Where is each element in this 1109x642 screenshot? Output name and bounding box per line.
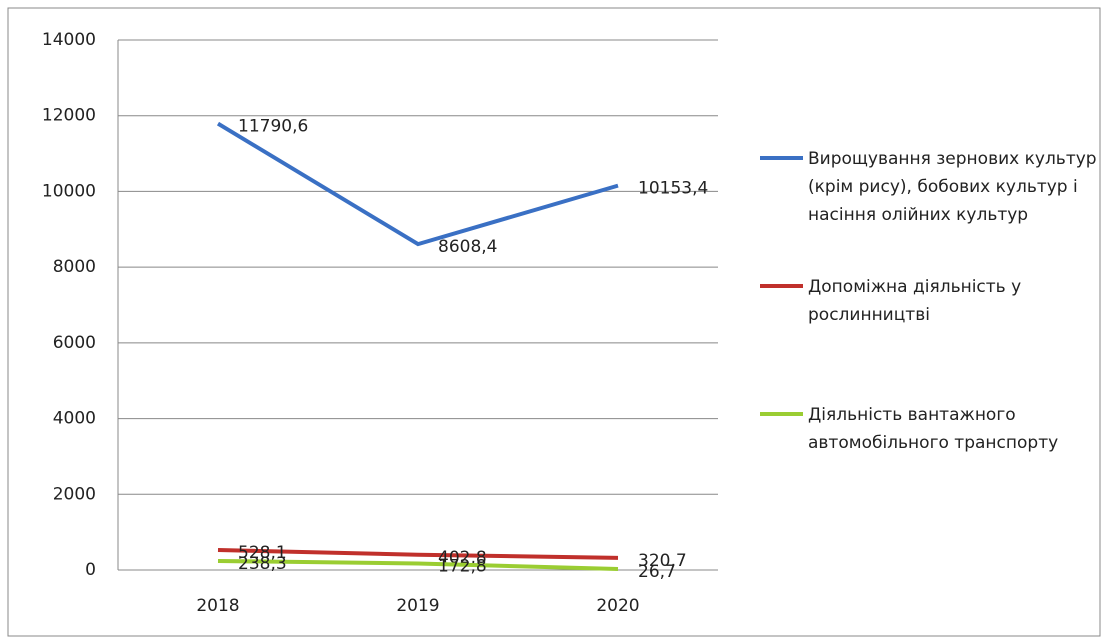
y-tick-label: 14000 (42, 30, 96, 50)
y-tick-label: 12000 (42, 106, 96, 126)
y-tick-label: 6000 (53, 333, 96, 353)
data-label: 528,1 (238, 543, 287, 563)
chart-border (7, 7, 1101, 637)
x-tick-label: 2020 (596, 596, 639, 616)
y-tick-label: 2000 (53, 484, 96, 504)
legend-label: Допоміжна діяльність у рослинництві (808, 277, 1022, 325)
series-line (217, 548, 619, 560)
y-tick-label: 8000 (53, 257, 96, 277)
data-label: 172,8 (438, 556, 487, 576)
y-tick-label: 0 (85, 560, 96, 580)
data-label: 320,7 (638, 551, 687, 571)
x-tick-label: 2018 (196, 596, 239, 616)
legend-label: Вирощування зернових культур (крім рису)… (808, 149, 1097, 225)
y-tick-label: 10000 (42, 181, 96, 201)
series-line (216, 121, 619, 247)
data-label: 238,3 (238, 554, 287, 574)
data-label: 11790,6 (238, 117, 308, 137)
x-tick-label: 2019 (396, 596, 439, 616)
series-line (217, 558, 619, 571)
legend-label: Діяльність вантажного автомобільного тра… (808, 405, 1059, 453)
data-label: 26,7 (638, 562, 676, 582)
data-label: 10153,4 (638, 179, 708, 199)
data-label: 8608,4 (438, 237, 497, 257)
y-tick-label: 4000 (53, 409, 96, 429)
